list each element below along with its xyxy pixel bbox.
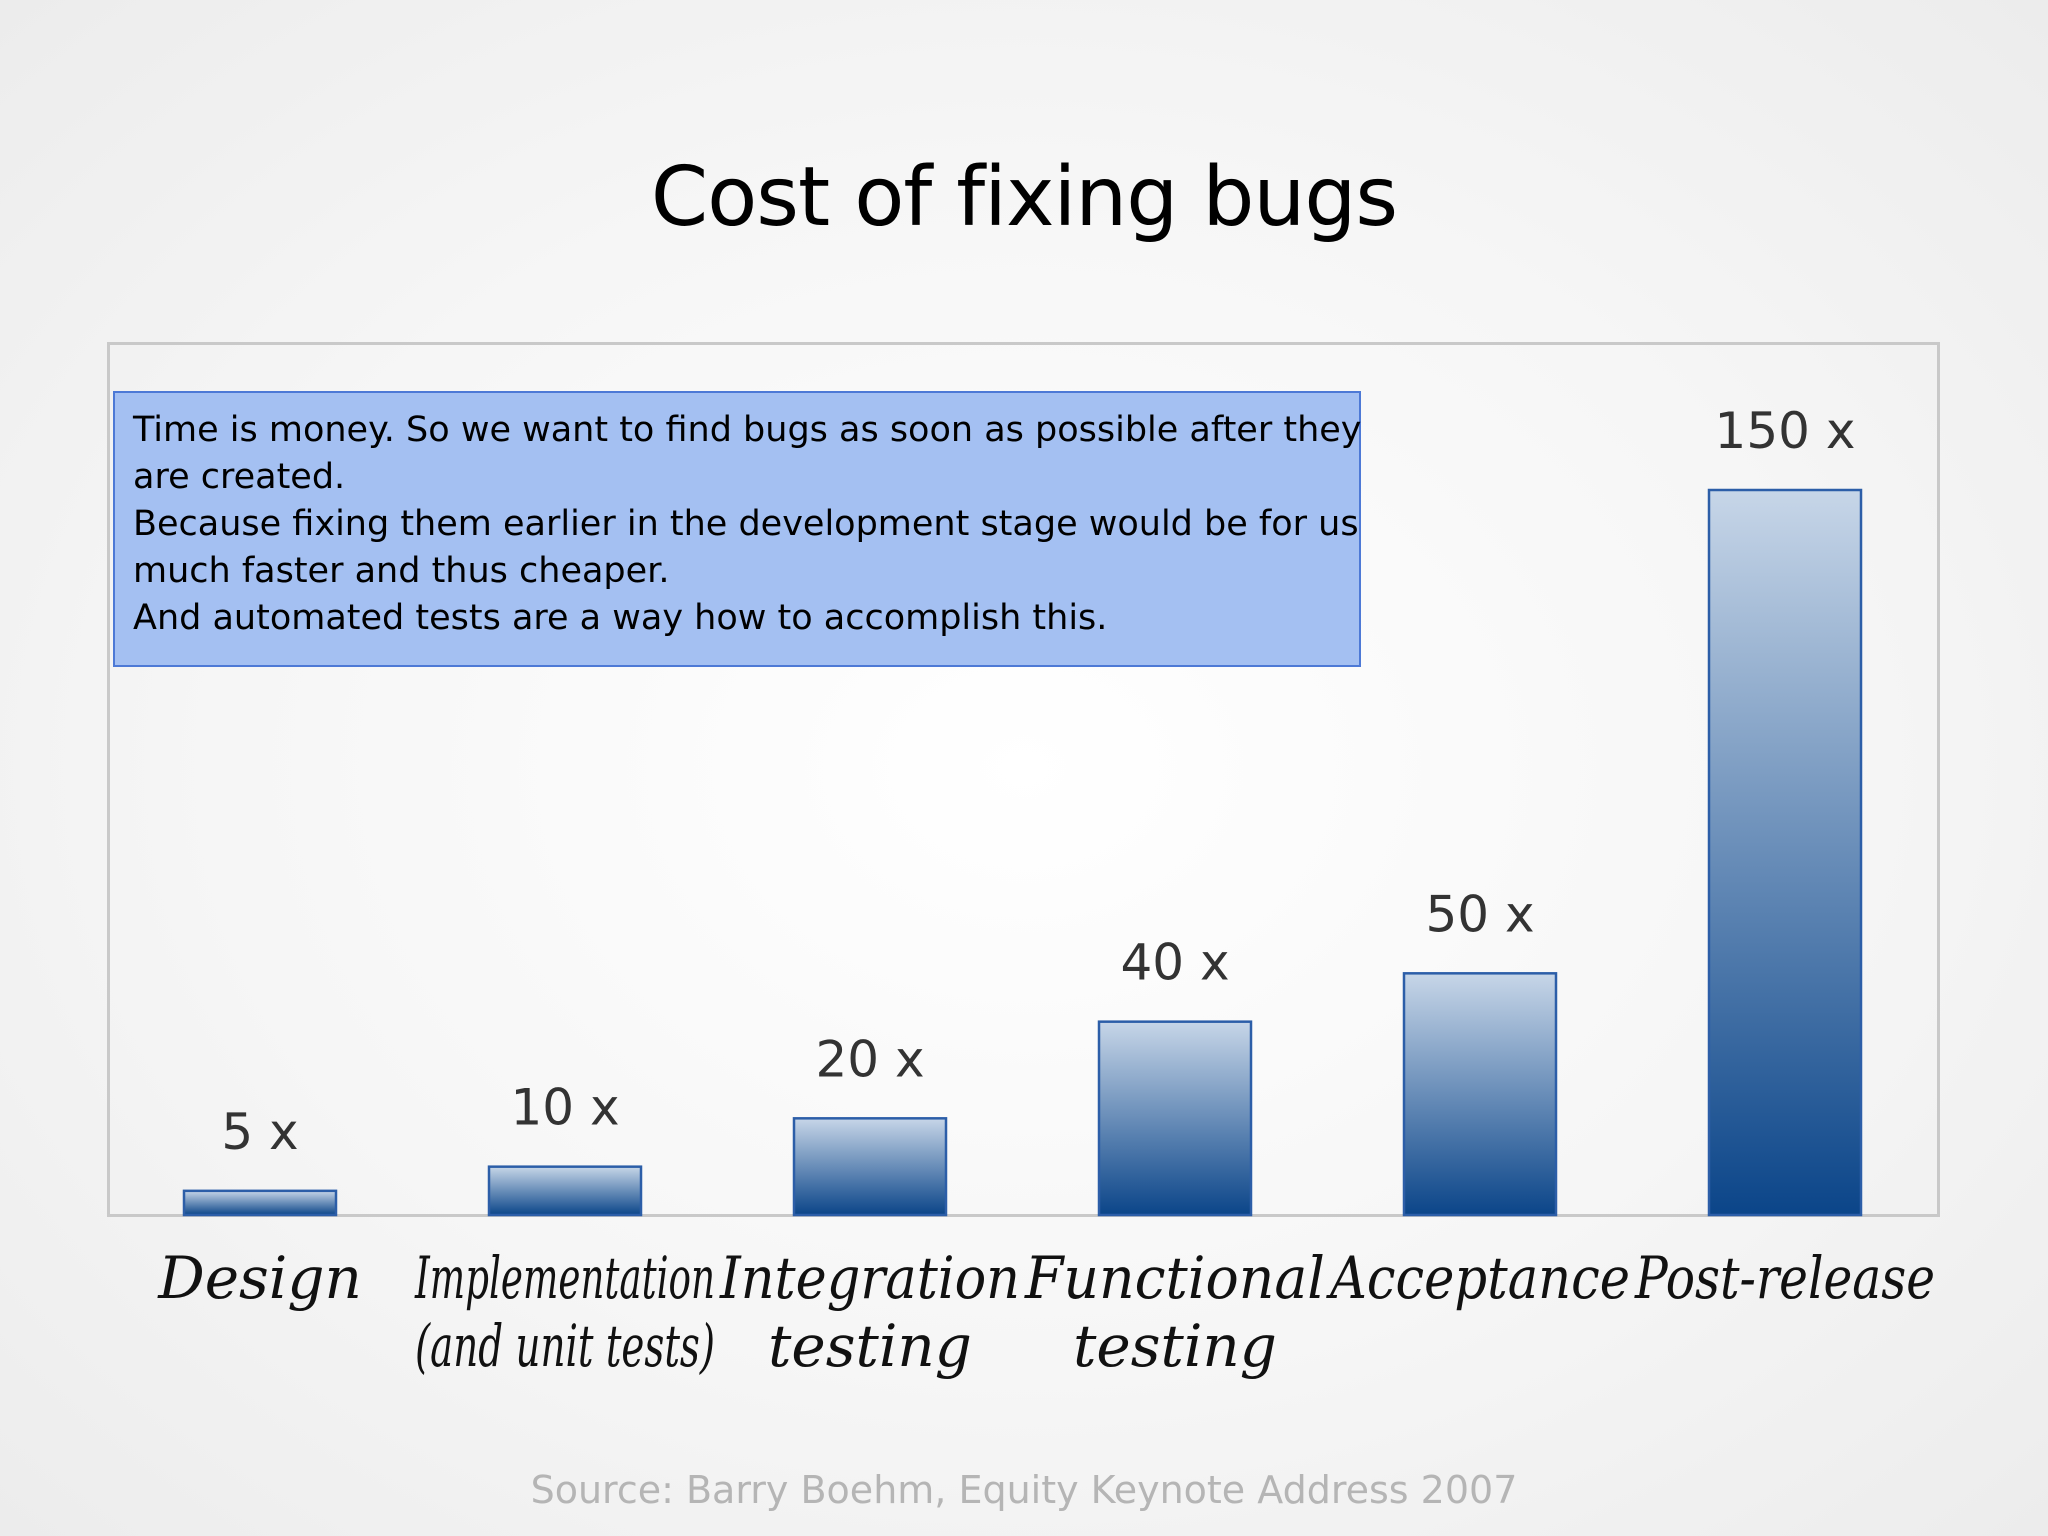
callout-line: much faster and thus cheaper. [133,551,670,591]
data-label-4: 50 x [1425,885,1534,943]
bar-0 [182,1189,338,1217]
category-label-3-0: Functional [1024,1244,1325,1312]
bar-5 [1707,488,1863,1217]
category-label-3-1: testing [1073,1312,1277,1380]
bar-2 [792,1117,948,1217]
bar-1 [487,1165,643,1217]
callout-line: Because fixing them earlier in the devel… [133,504,1359,544]
info-callout: Time is money. So we want to find bugs a… [113,391,1362,667]
data-label-5: 150 x [1715,402,1856,460]
data-label-1: 10 x [510,1079,619,1137]
slide-title: Cost of fixing bugs [650,150,1398,245]
category-label-1-0: Implementation [414,1244,715,1312]
callout-line: And automated tests are a way how to acc… [133,598,1108,638]
category-label-2-0: Integration [719,1244,1020,1312]
chart-frame [107,342,1940,1217]
category-label-1-1: (and unit tests) [415,1312,715,1380]
category-label-0-0: Design [157,1244,362,1312]
callout-line: are created. [133,457,346,497]
data-label-0: 5 x [221,1103,298,1161]
category-label-4-0: Acceptance [1326,1244,1630,1312]
bar-3 [1097,1020,1253,1217]
callout-line: Time is money. So we want to find bugs a… [133,410,1362,450]
category-label-5-0: Post-release [1634,1244,1935,1312]
source-note: Source: Barry Boehm, Equity Keynote Addr… [530,1468,1518,1512]
data-label-2: 20 x [815,1030,924,1088]
bar-4 [1402,972,1558,1217]
category-label-2-1: testing [768,1312,972,1380]
data-label-3: 40 x [1120,934,1229,992]
